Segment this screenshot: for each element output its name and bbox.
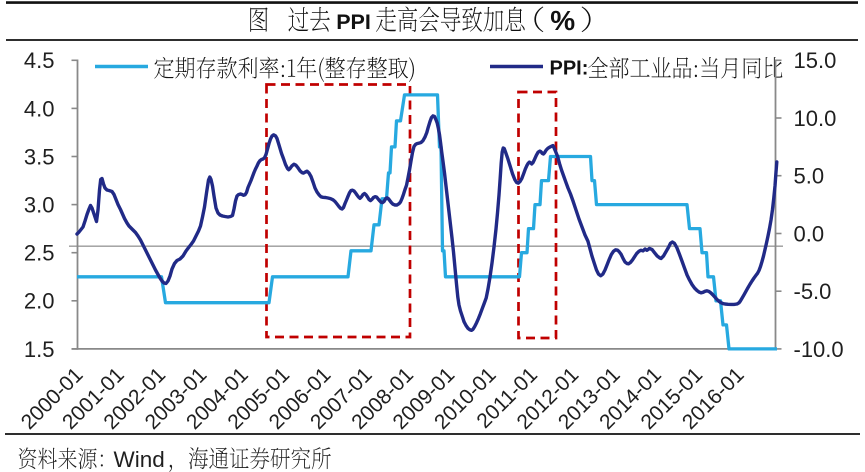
svg-text:10.0: 10.0 (794, 106, 837, 131)
svg-text:-5.0: -5.0 (794, 279, 832, 304)
svg-text:%: % (550, 5, 575, 36)
svg-text:4.0: 4.0 (24, 96, 55, 121)
svg-text:3.5: 3.5 (24, 144, 55, 169)
svg-text:5.0: 5.0 (794, 164, 825, 189)
svg-text:3.0: 3.0 (24, 193, 55, 218)
svg-text:2.5: 2.5 (24, 241, 55, 266)
svg-text:4.5: 4.5 (24, 48, 55, 73)
svg-text:1.5: 1.5 (24, 337, 55, 362)
svg-text:PPI:: PPI: (550, 58, 589, 80)
svg-text:2.0: 2.0 (24, 289, 55, 314)
svg-text:PPI: PPI (336, 10, 371, 34)
svg-text:Wind: Wind (114, 447, 165, 472)
svg-text:-10.0: -10.0 (794, 337, 844, 362)
svg-text:0.0: 0.0 (794, 221, 825, 246)
svg-text:15.0: 15.0 (794, 48, 837, 73)
